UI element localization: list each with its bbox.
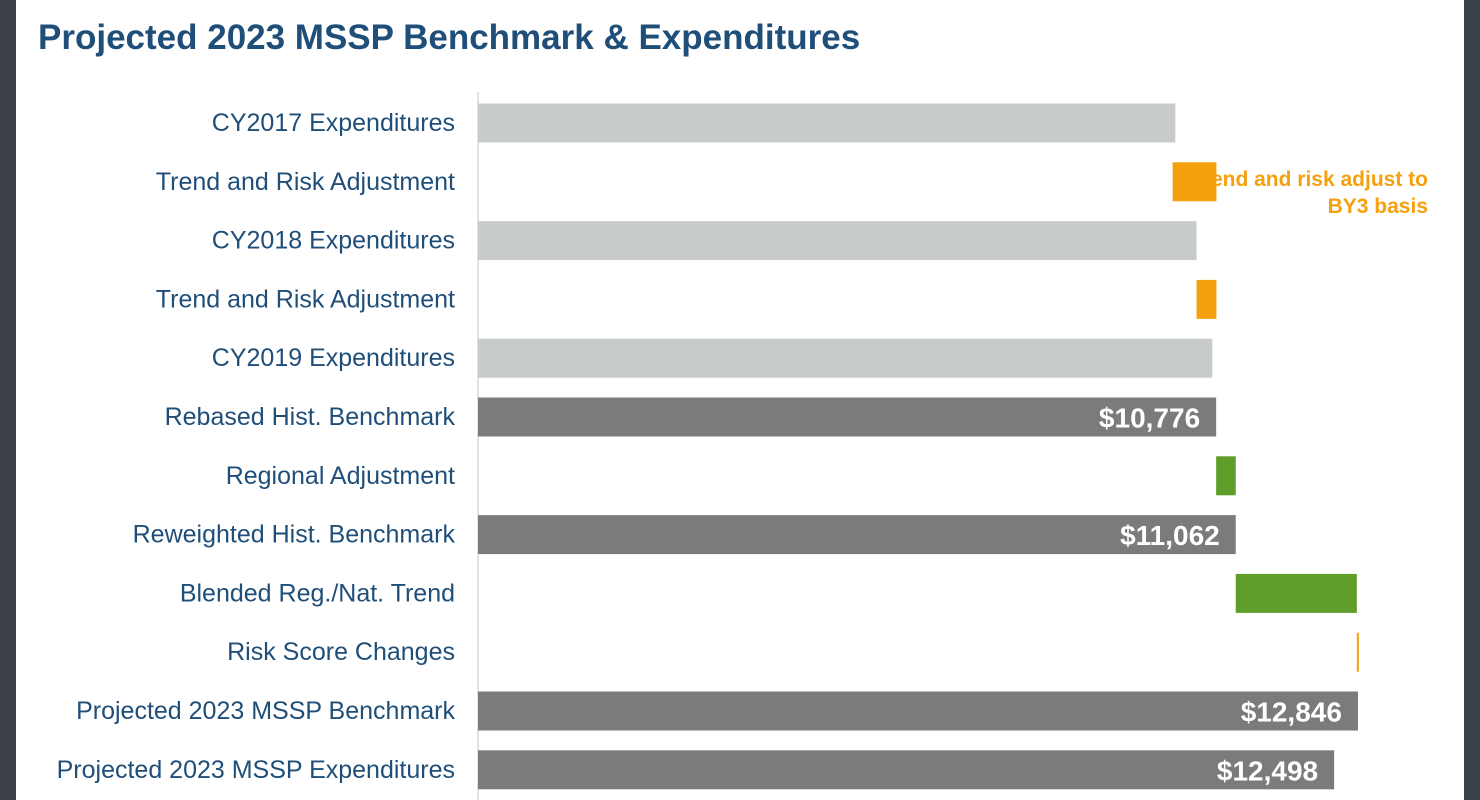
category-label-cy2019-expenditures: CY2019 Expenditures xyxy=(212,344,455,372)
value-label-reweighted-hist-benchmark: $11,062 xyxy=(1120,520,1220,551)
bar-projected-2023-mssp-benchmark xyxy=(478,691,1358,731)
category-label-projected-2023-mssp-expenditures: Projected 2023 MSSP Expenditures xyxy=(57,756,455,784)
category-label-trend-and-risk-adjustment: Trend and Risk Adjustment xyxy=(156,285,455,313)
bar-reweighted-hist-benchmark xyxy=(478,515,1236,555)
value-label-projected-2023-mssp-expenditures: $12,498 xyxy=(1217,755,1318,786)
chart-title: Projected 2023 MSSP Benchmark & Expendit… xyxy=(38,18,861,57)
bar-blended-reg-nat-trend xyxy=(1235,573,1357,613)
category-label-cy2018-expenditures: CY2018 Expenditures xyxy=(212,227,455,255)
waterfall-chart: CY2017 Expenditures Trend and Risk Adjust… xyxy=(57,92,1359,800)
category-label-trend-and-risk-adjustment: Trend and Risk Adjustment xyxy=(156,168,455,196)
bar-cy2017-expenditures xyxy=(478,103,1176,143)
trend-risk-annotation: Trend and risk adjust to BY3 basis xyxy=(1191,168,1428,218)
bar-trend-and-risk-adjustment xyxy=(1172,162,1217,202)
value-label-rebased-hist-benchmark: $10,776 xyxy=(1099,403,1200,434)
bar-cy2018-expenditures xyxy=(478,221,1197,261)
category-label-blended-reg-nat-trend: Blended Reg./Nat. Trend xyxy=(180,579,455,607)
slide: Projected 2023 MSSP Benchmark & Expendit… xyxy=(16,0,1464,800)
category-label-cy2017-expenditures: CY2017 Expenditures xyxy=(212,109,455,137)
category-label-regional-adjustment: Regional Adjustment xyxy=(226,462,455,490)
category-label-projected-2023-mssp-benchmark: Projected 2023 MSSP Benchmark xyxy=(76,697,455,725)
category-label-rebased-hist-benchmark: Rebased Hist. Benchmark xyxy=(165,403,456,431)
bar-risk-score-changes xyxy=(1356,632,1359,672)
bar-projected-2023-mssp-expenditures xyxy=(478,750,1335,790)
bar-cy2019-expenditures xyxy=(478,338,1213,378)
category-label-reweighted-hist-benchmark: Reweighted Hist. Benchmark xyxy=(133,521,456,549)
bar-trend-and-risk-adjustment xyxy=(1196,279,1217,319)
bar-regional-adjustment xyxy=(1216,456,1236,496)
value-label-projected-2023-mssp-benchmark: $12,846 xyxy=(1241,697,1342,728)
category-label-risk-score-changes: Risk Score Changes xyxy=(227,638,455,666)
bar-rebased-hist-benchmark xyxy=(478,397,1217,437)
